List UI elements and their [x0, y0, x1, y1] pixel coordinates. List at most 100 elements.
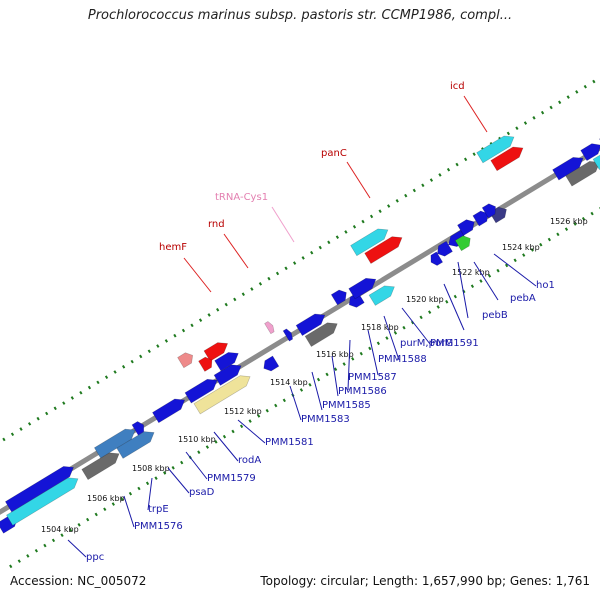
gene-feature-26 [454, 235, 471, 252]
kbp-label: 1518 kbp [361, 323, 399, 332]
kbp-label: 1514 kbp [270, 378, 308, 387]
outer-leader-line [223, 233, 249, 269]
inner-leader-line [167, 467, 190, 494]
inner-leader-line [473, 261, 499, 301]
outer-leader-line [271, 206, 295, 243]
gene-feature-4 [93, 428, 136, 459]
gene-arrow [565, 161, 600, 187]
gene-label: PMM1581 [265, 437, 314, 448]
gene-arrow [476, 135, 515, 164]
gene-feature-21 [350, 228, 389, 257]
map-title: Prochlorococcus marinus subsp. pastoris … [87, 8, 513, 23]
gene-arrow [350, 228, 389, 257]
inner-leader-line [493, 253, 537, 287]
kbp-label: 1510 kbp [178, 435, 216, 444]
gene-label: PMM1583 [301, 414, 350, 425]
gene-arrow [592, 147, 600, 170]
gene-feature-13 [263, 355, 280, 372]
gene-arrow [364, 236, 403, 264]
gene-label: psaD [189, 487, 215, 498]
gene-arrow [116, 431, 155, 459]
gene-label-outer: hemF [159, 242, 187, 253]
gene-feature-5 [116, 431, 155, 459]
outer-tick-row [0, 76, 600, 444]
gene-label: PMM1588 [378, 354, 427, 365]
inner-leader-line [367, 329, 379, 376]
kbp-label: 1522 kbp [452, 268, 490, 277]
gene-feature-39 [198, 356, 213, 372]
gene-arrow [580, 143, 600, 162]
gene-feature-19 [348, 277, 377, 300]
gene-arrow [198, 356, 213, 372]
inner-leader-line [331, 355, 339, 397]
inner-leader-line [147, 477, 153, 511]
gene-label: PMM1579 [207, 473, 256, 484]
gene-feature-15 [295, 313, 326, 337]
gene-feature-2 [4, 466, 74, 513]
gene-arrow [295, 313, 326, 337]
inner-leader-line [383, 315, 400, 361]
gene-feature-7 [152, 398, 186, 424]
gene-label-outer: tRNA-Cys1 [215, 192, 268, 203]
gene-label: pebB [482, 310, 508, 321]
gene-label: ppc [86, 552, 104, 563]
inner-leader-line [311, 371, 323, 411]
gene-arrow [457, 219, 475, 236]
gene-label: PMM1576 [134, 521, 183, 532]
gene-arrow [368, 285, 395, 306]
kbp-label: 1520 kbp [406, 295, 444, 304]
gene-feature-18 [348, 291, 365, 308]
gene-arrow [454, 235, 471, 252]
gene-arrow [481, 203, 496, 219]
gene-feature-14 [282, 328, 293, 342]
outer-leader-line [346, 161, 371, 199]
gene-arrow [93, 428, 136, 459]
outer-leader-line [183, 257, 212, 293]
gene-arrow [4, 466, 74, 513]
kbp-label: 1516 kbp [316, 350, 354, 359]
gene-feature-20 [368, 285, 395, 306]
inner-leader-line [123, 495, 135, 528]
gene-arrow [184, 378, 218, 404]
gene-arrow [263, 355, 280, 372]
gene-feature-38 [177, 352, 194, 369]
gene-label-outer: rnd [208, 219, 225, 230]
gene-feature-27 [457, 219, 475, 236]
inner-leader-line [443, 283, 465, 331]
gene-feature-34 [565, 161, 600, 187]
gene-feature-35 [580, 143, 600, 162]
genome-backbone [0, 145, 600, 515]
gene-feature-22 [364, 236, 403, 264]
kbp-label: 1504 kbp [41, 525, 79, 534]
gene-arrow [348, 277, 377, 300]
inner-leader-line [401, 307, 431, 345]
gene-arrow [348, 291, 365, 308]
gene-feature-28 [472, 210, 489, 227]
gene-arrow [152, 398, 186, 424]
gene-arrow [330, 289, 347, 306]
gene-feature-8 [184, 378, 218, 404]
inner-leader-line [457, 261, 469, 319]
inner-leader-line [237, 419, 266, 444]
gene-feature-24 [437, 240, 453, 257]
gene-feature-9 [193, 375, 251, 415]
gene-arrow [430, 251, 444, 266]
kbp-label: 1506 kbp [87, 494, 125, 503]
gene-label-outer: panC [321, 148, 347, 159]
gene-arrow [193, 375, 251, 415]
gene-label: PMM1587 [348, 372, 397, 383]
kbp-label: 1526 kbp [550, 217, 588, 226]
gene-arrow [282, 328, 293, 342]
inner-leader-line [289, 385, 302, 421]
gene-label: PMM1591 [430, 338, 479, 349]
gene-label: purM,purG [400, 338, 453, 349]
gene-feature-30 [481, 203, 496, 219]
gene-feature-32 [490, 146, 524, 172]
genome-summary: Topology: circular; Length: 1,657,990 bp… [260, 574, 590, 588]
gene-arrow [552, 157, 584, 181]
outer-leader-line [463, 95, 488, 133]
gene-label-outer: icd [450, 81, 465, 92]
gene-feature-17 [330, 289, 347, 306]
gene-label: trpE [148, 504, 169, 515]
gene-label: rodA [238, 455, 261, 466]
